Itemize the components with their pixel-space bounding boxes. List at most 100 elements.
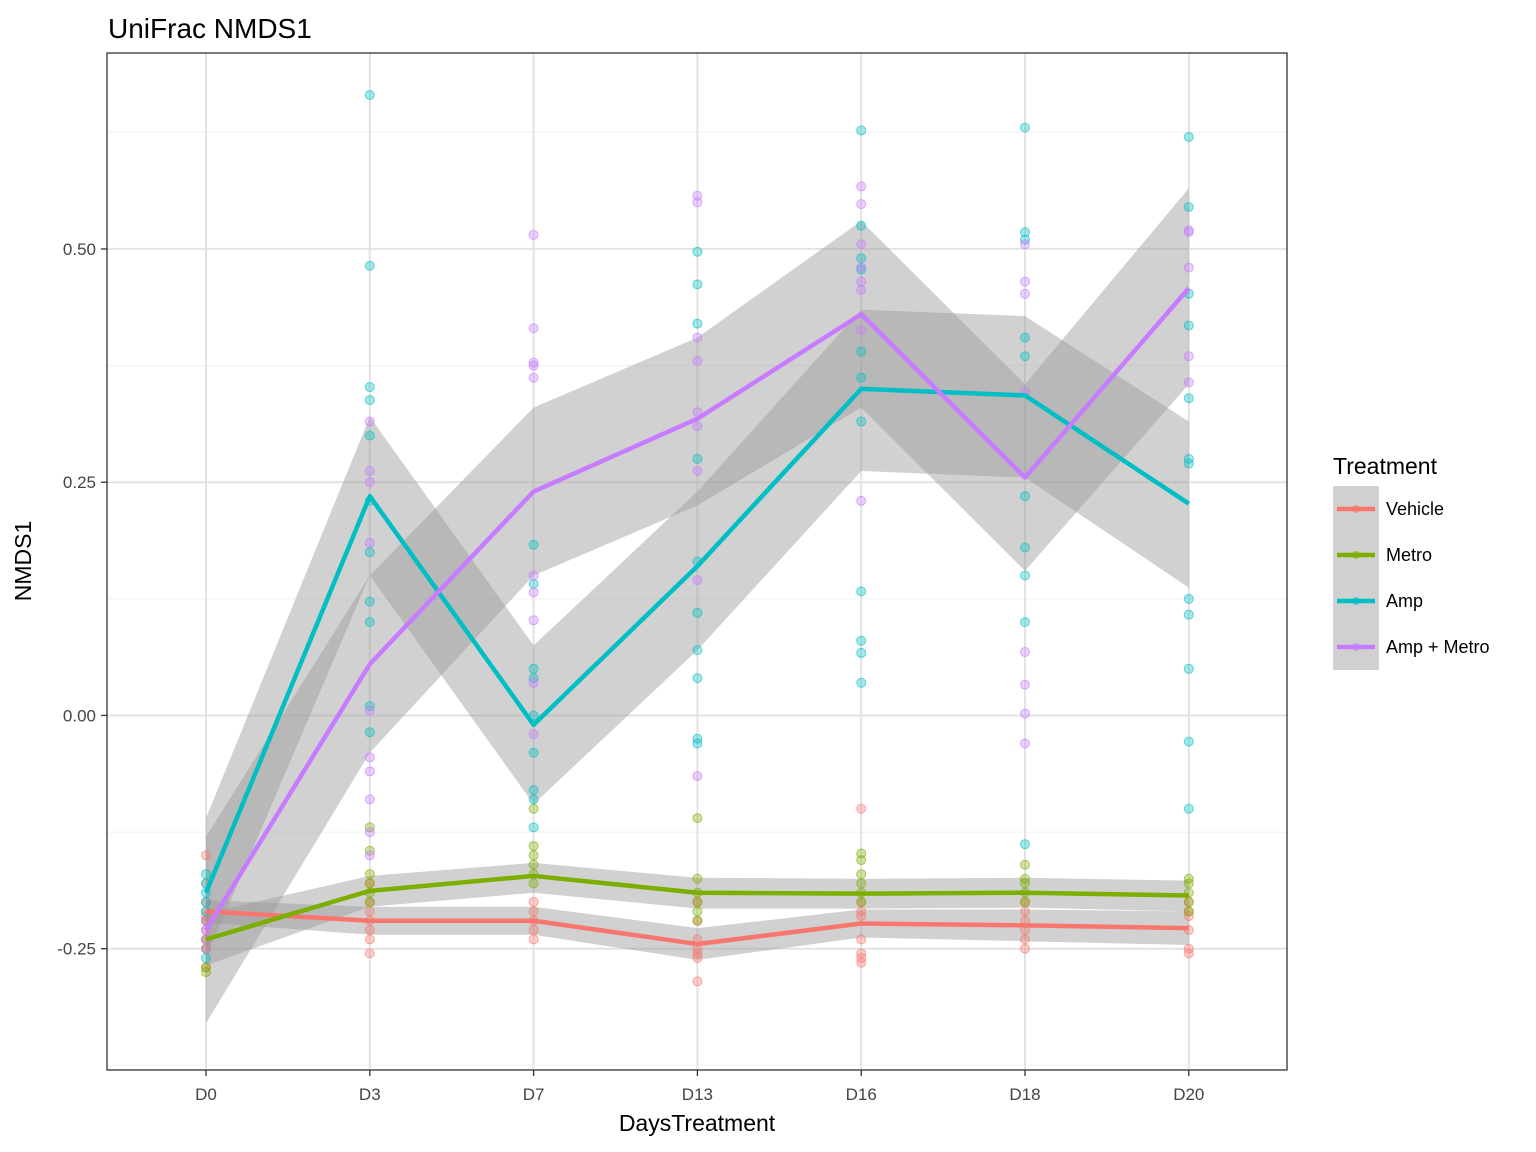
data-point bbox=[1183, 393, 1194, 404]
data-point bbox=[1183, 663, 1194, 674]
band-vehicle bbox=[206, 900, 1189, 960]
x-axis: D0 D3 D7 D13 D16 D18 D20 bbox=[195, 1070, 1204, 1104]
legend-item: Vehicle bbox=[1333, 486, 1444, 532]
data-point bbox=[1020, 897, 1030, 908]
data-point bbox=[856, 199, 867, 210]
data-point bbox=[528, 841, 539, 852]
data-point bbox=[364, 395, 375, 406]
data-point bbox=[364, 617, 375, 628]
data-point bbox=[364, 596, 375, 607]
data-point bbox=[856, 220, 867, 231]
data-point bbox=[1183, 201, 1194, 212]
data-point bbox=[692, 976, 703, 987]
data-point bbox=[692, 465, 703, 476]
legend-label: Metro bbox=[1386, 545, 1432, 565]
data-point bbox=[856, 855, 867, 866]
data-point bbox=[856, 346, 867, 357]
data-point bbox=[856, 647, 867, 658]
legend-item: Amp bbox=[1333, 578, 1423, 624]
data-point bbox=[1020, 647, 1030, 658]
data-point bbox=[528, 677, 539, 688]
data-point bbox=[528, 539, 539, 550]
data-point bbox=[528, 587, 539, 598]
data-point bbox=[528, 663, 539, 674]
data-point bbox=[856, 897, 867, 908]
data-point bbox=[364, 89, 375, 100]
data-point bbox=[692, 355, 703, 366]
data-point bbox=[1183, 458, 1194, 469]
data-point bbox=[364, 897, 375, 908]
data-point bbox=[1020, 708, 1030, 719]
data-point bbox=[1020, 738, 1030, 749]
data-point bbox=[856, 878, 867, 889]
grid bbox=[107, 53, 1287, 1070]
data-point bbox=[692, 673, 703, 684]
data-point bbox=[364, 906, 375, 917]
data-point bbox=[1020, 542, 1030, 553]
data-point bbox=[692, 607, 703, 618]
data-point bbox=[692, 279, 703, 290]
data-point bbox=[692, 197, 703, 208]
data-point bbox=[856, 325, 867, 336]
data-point bbox=[364, 705, 375, 716]
data-point bbox=[528, 850, 539, 861]
legend-key-point bbox=[1352, 505, 1360, 513]
data-point bbox=[364, 537, 375, 548]
data-point bbox=[692, 915, 703, 926]
data-point bbox=[1183, 948, 1194, 959]
legend: Treatment Vehicle Metro Amp Amp + Metro bbox=[1333, 453, 1490, 670]
data-point bbox=[528, 372, 539, 383]
data-point bbox=[1183, 803, 1194, 814]
legend-item: Amp + Metro bbox=[1333, 624, 1490, 670]
data-point bbox=[364, 260, 375, 271]
data-point bbox=[1020, 227, 1030, 238]
data-point bbox=[364, 465, 375, 476]
data-point bbox=[692, 318, 703, 329]
data-point bbox=[528, 897, 539, 908]
data-point bbox=[528, 729, 539, 740]
x-tick-label: D20 bbox=[1173, 1085, 1204, 1104]
data-point bbox=[856, 125, 867, 136]
data-point bbox=[528, 859, 539, 870]
data-point bbox=[364, 878, 375, 889]
x-tick-label: D0 bbox=[195, 1085, 217, 1104]
data-point bbox=[1020, 351, 1030, 362]
series-line-amp-metro bbox=[204, 286, 1191, 932]
x-tick-label: D13 bbox=[682, 1085, 713, 1104]
legend-label: Amp bbox=[1386, 591, 1423, 611]
data-point bbox=[1020, 878, 1030, 889]
data-point bbox=[1020, 570, 1030, 581]
data-point bbox=[1020, 943, 1030, 954]
data-point bbox=[364, 430, 375, 441]
data-point bbox=[1020, 332, 1030, 343]
data-point bbox=[1183, 897, 1194, 908]
x-tick-label: D18 bbox=[1009, 1085, 1040, 1104]
data-point bbox=[364, 869, 375, 880]
data-point bbox=[1183, 262, 1194, 273]
data-point bbox=[1183, 131, 1194, 142]
data-point bbox=[856, 635, 867, 646]
data-point bbox=[364, 850, 375, 861]
y-tick-label: -0.25 bbox=[57, 940, 96, 959]
data-point bbox=[692, 332, 703, 343]
band-metro bbox=[206, 862, 1189, 966]
data-point bbox=[692, 575, 703, 586]
data-point bbox=[528, 323, 539, 334]
data-point bbox=[201, 967, 211, 978]
legend-key-point bbox=[1352, 551, 1360, 559]
data-point bbox=[1183, 377, 1194, 388]
data-point bbox=[1020, 906, 1030, 917]
data-point bbox=[1020, 288, 1030, 299]
legend-label: Vehicle bbox=[1386, 499, 1444, 519]
data-point bbox=[856, 911, 867, 922]
data-point bbox=[692, 906, 703, 917]
series-line-vehicle bbox=[205, 909, 1189, 947]
data-point bbox=[364, 477, 375, 488]
data-point bbox=[856, 276, 867, 287]
data-point bbox=[692, 953, 703, 964]
data-point bbox=[856, 239, 867, 250]
x-tick-label: D16 bbox=[846, 1085, 877, 1104]
data-point bbox=[1183, 351, 1194, 362]
y-axis-title: NMDS1 bbox=[10, 521, 36, 602]
